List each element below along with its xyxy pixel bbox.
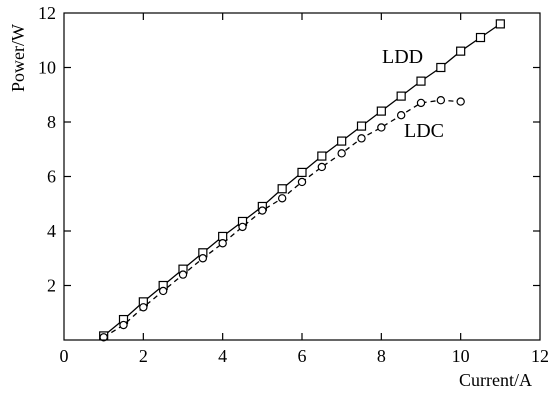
x-tick-label: 4 [218,346,227,366]
data-point-ldc [258,206,267,215]
data-point-ldc [357,134,366,143]
data-point-ldd [396,91,406,101]
data-point-ldc [416,98,426,108]
data-point-ldd [297,167,307,178]
data-point-ldc [99,333,108,342]
data-point-ldd [356,121,367,131]
data-point-ldc [218,239,227,248]
y-tick-label: 6 [47,167,56,187]
data-point-ldd [416,76,426,86]
data-point-ldc [456,97,465,106]
y-tick-label: 2 [47,276,56,296]
data-point-ldc [396,110,406,120]
plot-frame [63,12,541,341]
data-point-ldc [337,149,346,158]
data-point-ldd [456,46,466,56]
series-label-ldd: LDD [382,46,423,68]
x-tick-label: 8 [377,346,386,366]
y-axis-label: Power/W [8,24,28,92]
data-point-ldd [376,106,386,116]
y-tick-label: 12 [38,3,56,23]
x-tick-label: 6 [298,346,307,366]
series-label-ldc: LDC [404,120,444,142]
y-tick-label: 8 [47,112,56,132]
x-tick-label: 0 [60,346,69,366]
data-point-ldc [119,320,128,330]
data-point-ldd [475,32,486,43]
data-point-ldd [277,184,287,194]
series-ldc [99,95,465,342]
data-point-ldc [178,270,188,279]
data-point-ldd [495,19,505,29]
ticks [64,13,540,340]
data-point-ldd [317,151,327,161]
x-tick-label: 10 [452,346,470,366]
series-ldd [99,19,505,341]
x-axis-label: Current/A [459,370,532,390]
series-layer [99,19,505,342]
x-tick-label: 12 [531,346,548,366]
data-point-ldc [277,194,287,203]
data-point-ldd [337,136,347,146]
data-point-ldc [297,177,307,187]
y-tick-label: 10 [38,58,56,78]
data-point-ldc [238,222,247,232]
data-point-ldc [158,286,168,296]
data-point-ldc [317,162,327,172]
data-point-ldc [436,95,446,105]
data-point-ldc [198,254,208,263]
data-point-ldc [377,123,386,132]
tick-labels: 0 2 4 6 8 10 12 2 4 6 8 10 12 [38,3,548,366]
y-tick-label: 4 [47,221,56,241]
x-tick-label: 2 [139,346,148,366]
data-point-ldc [139,303,148,312]
data-point-ldd [436,62,446,73]
